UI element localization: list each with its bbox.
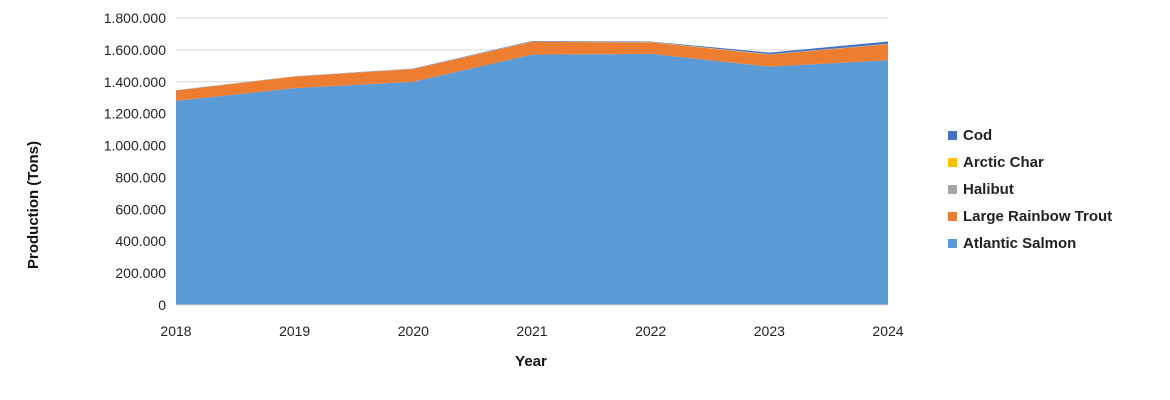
- y-tick-label: 1.000.000: [104, 138, 166, 154]
- legend-swatch: [948, 158, 957, 167]
- x-axis-title: Year: [515, 353, 547, 370]
- y-tick-label: 1.600.000: [104, 42, 166, 58]
- legend-label: Atlantic Salmon: [963, 235, 1076, 252]
- y-tick-label: 400.000: [115, 233, 166, 249]
- x-axis: 2018 2019 2020 2021 2022 2023 2024: [160, 304, 904, 339]
- x-tick-label: 2023: [754, 323, 785, 339]
- x-tick-label: 2022: [635, 323, 666, 339]
- y-axis: 0 200.000 400.000 600.000 800.000 1.000.000 1.…: [104, 10, 167, 313]
- legend-label: Arctic Char: [963, 154, 1044, 171]
- y-tick-label: 600.000: [115, 201, 166, 217]
- y-tick-label: 200.000: [115, 265, 166, 281]
- legend-label: Halibut: [963, 181, 1014, 198]
- y-tick-label: 1.200.000: [104, 106, 166, 122]
- legend-swatch: [948, 131, 957, 140]
- y-tick-label: 1.400.000: [104, 74, 166, 90]
- x-tick-label: 2021: [516, 323, 547, 339]
- x-tick-label: 2019: [279, 323, 310, 339]
- legend-label: Large Rainbow Trout: [963, 208, 1112, 225]
- x-tick-label: 2018: [160, 323, 191, 339]
- area-large-rainbow-trout: [176, 41, 888, 101]
- x-tick-label: 2024: [872, 323, 903, 339]
- area-series: [176, 40, 888, 305]
- legend: Cod Arctic Char Halibut Large Rainbow Trout…: [948, 127, 1112, 252]
- y-tick-label: 800.000: [115, 169, 166, 185]
- y-tick-label: 0: [158, 297, 166, 313]
- legend-label: Cod: [963, 127, 992, 144]
- area-atlantic-salmon: [176, 53, 888, 305]
- y-tick-label: 1.800.000: [104, 10, 166, 26]
- legend-swatch: [948, 212, 957, 221]
- y-axis-title: Production (Tons): [25, 141, 42, 269]
- legend-swatch: [948, 185, 957, 194]
- legend-swatch: [948, 239, 957, 248]
- x-tick-label: 2020: [398, 323, 429, 339]
